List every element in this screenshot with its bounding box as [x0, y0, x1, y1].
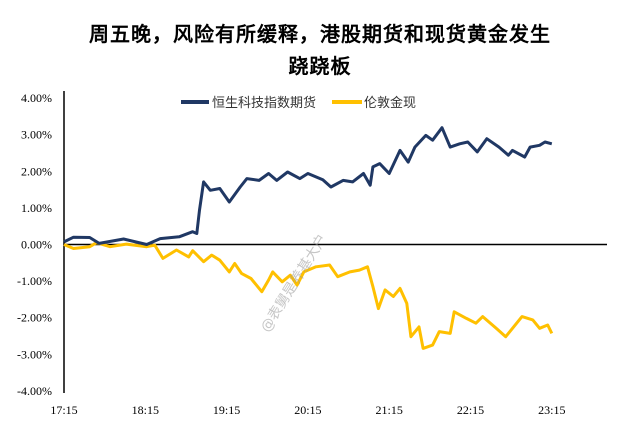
series-line-gold: [63, 241, 554, 350]
series-line-hstech: [63, 126, 553, 246]
x-tick-label: 18:15: [132, 403, 159, 417]
y-tick-label: 4.00%: [21, 91, 52, 105]
y-tick-label: 2.00%: [21, 164, 52, 178]
chart-title-line2: 跷跷板: [288, 54, 352, 78]
x-tick-label: 21:15: [376, 403, 403, 417]
chart-title-line1: 周五晚，风险有所缓释，港股期货和现货黄金发生: [89, 22, 551, 46]
x-tick-label: 20:15: [294, 403, 321, 417]
x-tick-label: 19:15: [213, 403, 240, 417]
y-tick-label: -2.00%: [17, 311, 52, 325]
x-tick-label: 23:15: [538, 403, 565, 417]
y-tick-label: 3.00%: [21, 128, 52, 142]
legend-label-hstech: 恒生科技指数期货: [212, 95, 316, 111]
y-tick-label: -3.00%: [17, 347, 52, 361]
x-tick-label: 17:15: [50, 403, 77, 417]
y-tick-label: 1.00%: [21, 201, 52, 215]
y-tick-label: -4.00%: [17, 384, 52, 398]
x-tick-label: 22:15: [457, 403, 484, 417]
legend-label-gold: 伦敦金现: [364, 95, 416, 111]
legend: 恒生科技指数期货 伦敦金现: [181, 95, 416, 111]
y-tick-label: -1.00%: [17, 274, 52, 288]
y-tick-label: 0.00%: [21, 238, 52, 252]
